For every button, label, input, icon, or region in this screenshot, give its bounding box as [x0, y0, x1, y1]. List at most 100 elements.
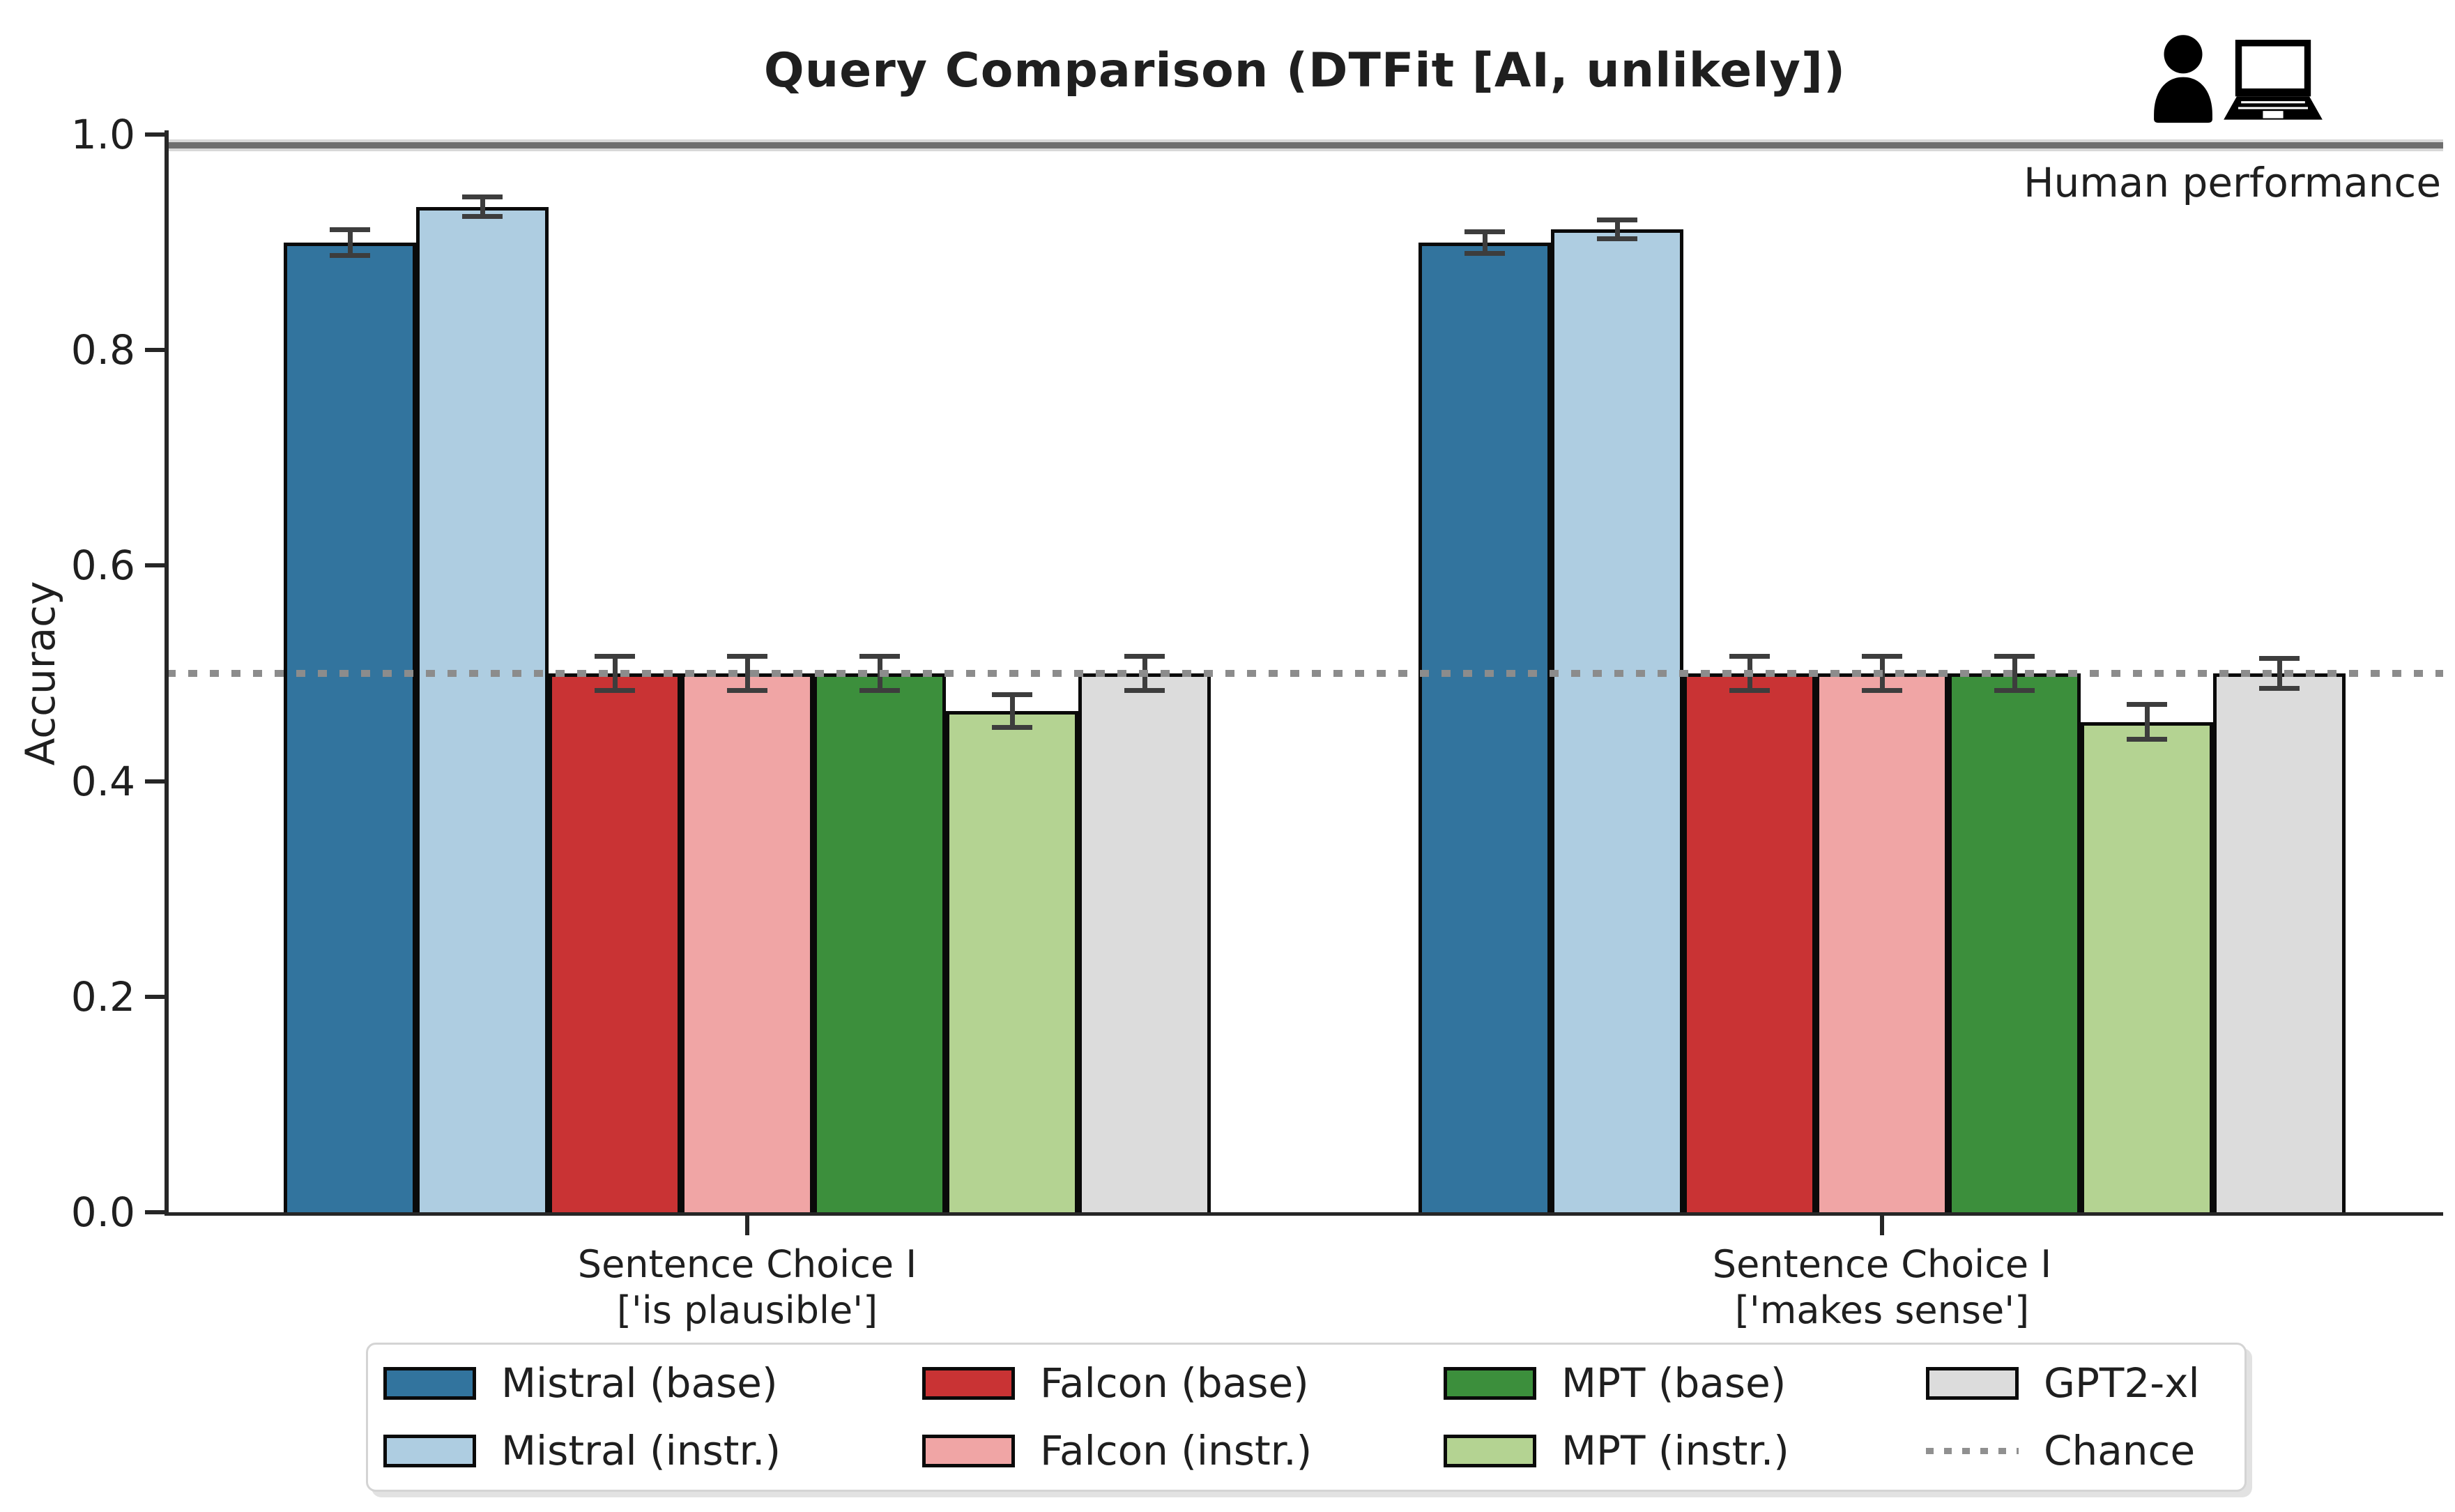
error-bar-cap-bottom — [1464, 250, 1505, 256]
error-bar-cap-top — [595, 653, 635, 659]
error-bar-cap-bottom — [595, 688, 635, 694]
error-bar-line — [480, 197, 485, 217]
y-tick-label: 0.4 — [70, 757, 135, 805]
legend-color-swatch — [383, 1366, 476, 1400]
x-category-line1: Sentence Choice I — [1712, 1242, 2052, 1286]
laptop-icon — [2224, 40, 2323, 120]
error-bar-cap-top — [462, 194, 503, 200]
x-category-line1: Sentence Choice I — [577, 1242, 917, 1286]
error-bar-cap-bottom — [462, 213, 503, 219]
legend-item-mpt-instr: MPT (instr.) — [1444, 1427, 1789, 1474]
legend-item-mistral-base: Mistral (base) — [383, 1359, 778, 1407]
human-performance-label: Human performance — [2023, 159, 2441, 206]
error-bar-cap-top — [727, 653, 767, 659]
legend-item-mpt-base: MPT (base) — [1444, 1359, 1786, 1407]
error-bar-line — [1009, 694, 1015, 728]
y-tick-label: 0.8 — [70, 326, 135, 374]
error-bar-cap-bottom — [1124, 688, 1165, 694]
legend-item-chance: Chance — [1926, 1427, 2195, 1474]
human-performance-line — [167, 139, 2443, 151]
legend-label: Mistral (base) — [501, 1359, 778, 1407]
legend-label: MPT (base) — [1561, 1359, 1787, 1407]
x-category-label: Sentence Choice I ['makes sense'] — [1568, 1242, 2196, 1334]
error-bar-cap-top — [2259, 655, 2300, 661]
chance-line — [167, 670, 2443, 677]
error-bar-cap-top — [330, 227, 370, 232]
chance-line-swatch — [1926, 1447, 2019, 1454]
error-bar-cap-bottom — [727, 688, 767, 694]
bar-mistral-base-g2 — [1418, 242, 1551, 1214]
bar-falcon-base-g2 — [1683, 673, 1816, 1214]
y-tick — [145, 779, 165, 784]
error-bar-cap-bottom — [330, 252, 370, 258]
y-tick — [145, 1210, 165, 1214]
y-tick-label: 0.2 — [70, 972, 135, 1021]
error-bar-cap-top — [1729, 653, 1770, 659]
error-bar-cap-top — [1862, 653, 1902, 659]
error-bar-line — [2144, 704, 2150, 740]
error-bar-cap-bottom — [1862, 688, 1902, 694]
error-bar-cap-bottom — [2259, 686, 2300, 692]
x-category-line2: ['is plausible'] — [616, 1288, 878, 1332]
y-tick-label: 1.0 — [70, 111, 135, 158]
error-bar-cap-bottom — [992, 724, 1032, 730]
error-bar-cap-top — [2127, 702, 2167, 708]
x-axis-spine — [165, 1212, 2443, 1216]
legend-label: Falcon (base) — [1040, 1359, 1309, 1407]
bar-gpt2-xl-g2 — [2213, 673, 2346, 1214]
error-bar-cap-bottom — [859, 688, 900, 694]
legend: Mistral (base) Mistral (instr.) Falcon (ba… — [366, 1343, 2247, 1492]
y-tick — [145, 994, 165, 999]
legend-label: MPT (instr.) — [1561, 1427, 1789, 1474]
bar-mpt-instr-g1 — [946, 711, 1078, 1214]
y-tick-label: 0.6 — [70, 542, 135, 590]
bar-falcon-instr-g2 — [1816, 673, 1948, 1214]
legend-color-swatch — [922, 1434, 1015, 1467]
y-tick — [145, 563, 165, 568]
error-bar-cap-top — [1994, 653, 2035, 659]
legend-label: GPT2-xl — [2044, 1359, 2200, 1407]
legend-color-swatch — [1444, 1366, 1536, 1400]
bar-falcon-base-g1 — [549, 673, 681, 1214]
error-bar-line — [347, 229, 353, 256]
chart-title: Query Comparison (DTFit [AI, unlikely]) — [763, 43, 1846, 98]
bar-gpt2-xl-g1 — [1078, 673, 1211, 1214]
y-tick — [145, 348, 165, 353]
bar-mistral-base-g1 — [284, 242, 416, 1214]
legend-label: Mistral (instr.) — [501, 1427, 781, 1474]
bar-mpt-instr-g2 — [2081, 721, 2213, 1214]
y-axis-spine — [165, 130, 169, 1216]
legend-label: Chance — [2044, 1427, 2196, 1474]
legend-item-falcon-instr: Falcon (instr.) — [922, 1427, 1312, 1474]
x-category-line2: ['makes sense'] — [1734, 1288, 2030, 1332]
legend-color-swatch — [922, 1366, 1015, 1400]
legend-label: Falcon (instr.) — [1040, 1427, 1313, 1474]
header-icons — [2151, 28, 2444, 125]
error-bar-cap-bottom — [1994, 688, 2035, 694]
error-bar-line — [1614, 220, 1620, 239]
error-bar-line — [1482, 231, 1487, 254]
x-category-label: Sentence Choice I ['is plausible'] — [434, 1242, 1061, 1334]
legend-item-mistral-instr: Mistral (instr.) — [383, 1427, 781, 1474]
error-bar-cap-top — [1464, 229, 1505, 234]
error-bar-cap-top — [859, 653, 900, 659]
y-tick-label: 0.0 — [70, 1189, 135, 1236]
bar-mpt-base-g1 — [813, 673, 946, 1214]
error-bar-cap-bottom — [2127, 736, 2167, 742]
error-bar-cap-top — [1597, 217, 1637, 222]
legend-color-swatch — [383, 1434, 476, 1467]
legend-color-swatch — [1444, 1434, 1536, 1467]
legend-item-falcon-base: Falcon (base) — [922, 1359, 1309, 1407]
legend-color-swatch — [1926, 1366, 2019, 1400]
error-bar-cap-top — [992, 692, 1032, 698]
x-tick — [745, 1216, 749, 1235]
error-bar-cap-top — [1124, 653, 1165, 659]
error-bar-cap-bottom — [1597, 236, 1637, 242]
person-icon — [2154, 35, 2212, 123]
bar-mistral-instr-g2 — [1551, 229, 1683, 1214]
bar-mistral-instr-g1 — [416, 206, 549, 1214]
x-tick — [1880, 1216, 1884, 1235]
legend-item-gpt2-xl: GPT2-xl — [1926, 1359, 2200, 1407]
